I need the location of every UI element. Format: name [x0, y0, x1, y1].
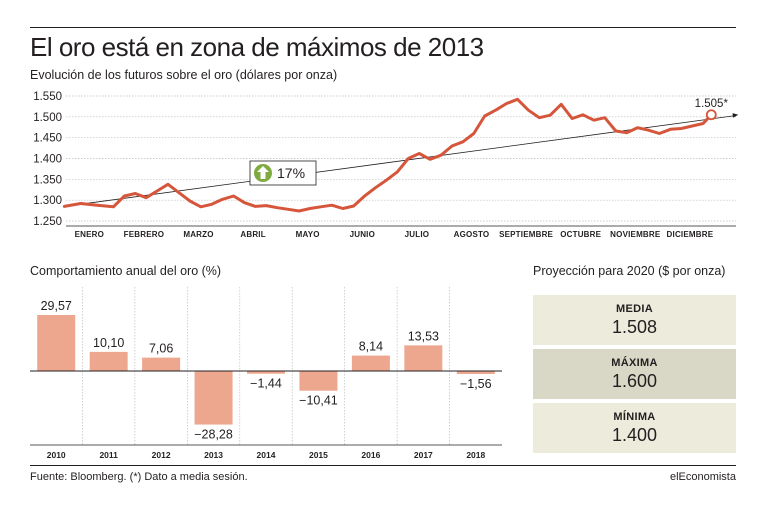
page-subtitle: Evolución de los futuros sobre el oro (d…: [30, 68, 338, 82]
bar-value-label: −28,28: [194, 428, 233, 442]
projection-card-media: MEDIA 1.508: [533, 295, 736, 345]
projection-card-minima: MÍNIMA 1.400: [533, 403, 736, 453]
y-tick-label: 1.250: [33, 216, 62, 228]
bar: [404, 345, 443, 371]
last-value-marker: [705, 109, 717, 121]
last-value-label: 1.505*: [695, 98, 729, 110]
bar-value-label: 13,53: [408, 329, 439, 343]
projection-value: 1.508: [611, 317, 658, 337]
year-label: 2013: [204, 450, 223, 460]
projection-title: Proyección para 2020 ($ por onza): [533, 264, 726, 278]
up-arrow-glyph: [257, 166, 269, 179]
month-label: FEBRERO: [124, 230, 165, 239]
source-note: Fuente: Bloomberg. (*) Dato a media sesi…: [30, 471, 248, 483]
bar-value-label: −1,56: [460, 377, 492, 391]
bar: [142, 357, 181, 371]
y-tick-label: 1.400: [33, 154, 62, 166]
bar: [37, 315, 76, 371]
brand-logo-text: elEconomista: [669, 471, 736, 483]
month-label: SEPTIEMBRE: [499, 230, 553, 239]
month-label: MARZO: [183, 230, 213, 239]
year-label: 2015: [309, 450, 328, 460]
y-tick-label: 1.550: [33, 91, 62, 103]
bar: [89, 351, 128, 371]
y-tick-label: 1.300: [33, 195, 62, 207]
year-label: 2010: [47, 450, 66, 460]
bar: [456, 371, 495, 374]
bar: [299, 371, 338, 391]
month-label: AGOSTO: [454, 230, 490, 239]
projection-card-maxima: MÁXIMA 1.600: [533, 349, 736, 399]
page-title: El oro está en zona de máximos de 2013: [30, 32, 484, 62]
bar-value-label: 7,06: [149, 342, 173, 356]
bar: [247, 371, 285, 374]
month-label: JULIO: [405, 230, 430, 239]
trend-arrowhead: [732, 113, 739, 118]
bar-value-label: 10,10: [93, 336, 124, 350]
year-label: 2014: [257, 450, 276, 460]
month-label: DICIEMBRE: [667, 230, 714, 239]
projection-value: 1.600: [611, 371, 658, 391]
month-label: JUNIO: [350, 230, 375, 239]
bar-value-label: 8,14: [359, 340, 383, 354]
bar-value-label: 29,57: [41, 299, 72, 313]
annual-chart-title: Comportamiento anual del oro (%): [30, 264, 222, 278]
bar: [351, 355, 390, 371]
y-tick-label: 1.500: [33, 112, 62, 124]
projection-label: MÍNIMA: [613, 411, 656, 423]
footer-rule: [30, 465, 736, 466]
month-label: ENERO: [75, 230, 104, 239]
year-label: 2016: [361, 450, 380, 460]
month-label: ABRIL: [240, 230, 265, 239]
top-rule: [30, 27, 736, 28]
bar: [194, 371, 233, 425]
bar-value-label: −10,41: [299, 394, 338, 408]
projection-label: MEDIA: [616, 303, 653, 315]
y-tick-label: 1.350: [33, 174, 62, 186]
gold-price-series-line: [62, 97, 713, 213]
trend-percent-label: 17%: [277, 165, 305, 181]
projection-value: 1.400: [611, 425, 658, 445]
year-label: 2017: [414, 450, 433, 460]
projection-label: MÁXIMA: [611, 357, 658, 369]
year-label: 2011: [99, 450, 118, 460]
y-tick-label: 1.450: [33, 133, 62, 145]
year-label: 2012: [152, 450, 171, 460]
month-label: OCTUBRE: [560, 230, 601, 239]
bar-value-label: −1,44: [250, 377, 282, 391]
month-label: NOVIEMBRE: [610, 230, 661, 239]
year-label: 2018: [466, 450, 485, 460]
month-label: MAYO: [296, 230, 320, 239]
gold-futures-line-chart: 1.550 1.500 1.450 1.400 1.350 1.300 1.250 ENERO…: [33, 91, 739, 239]
